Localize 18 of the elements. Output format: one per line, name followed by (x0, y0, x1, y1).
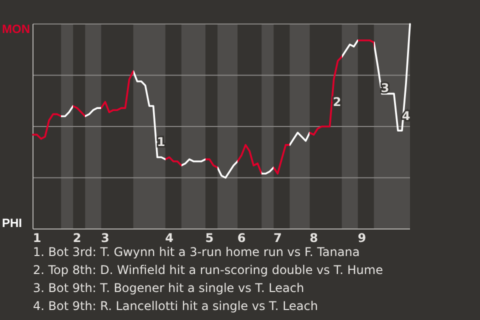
text: 3. Bot 9th: T. Bogener hit a single vs T. Leach (33, 281, 304, 295)
x-tick-label: 3 (101, 231, 110, 245)
x-tick-label: 5 (205, 231, 214, 245)
x-tick-label: 9 (358, 231, 366, 245)
x-tick-label: 7 (273, 231, 282, 245)
text: MON (2, 22, 30, 36)
x-tick-label: 8 (310, 231, 318, 245)
x-tick-label: 6 (237, 231, 246, 245)
x-tick-label: 1 (32, 231, 42, 245)
text: PHI (2, 216, 22, 230)
annotation: 2 (332, 95, 342, 109)
x-tick-label: 4 (165, 231, 174, 245)
text: 1. Bot 3rd: T. Gwynn hit a 3-run home run vs F. Tanana (33, 245, 360, 259)
text: 4. Bot 9th: R. Lancellotti hit a single vs T. Leach (33, 299, 318, 313)
x-tick-label: 2 (72, 231, 82, 245)
text: 2. Top 8th: D. Winfield hit a run-scoring double vs T. Hume (33, 263, 383, 277)
annotation: 1 (156, 135, 166, 149)
annotation: 3 (380, 81, 390, 95)
